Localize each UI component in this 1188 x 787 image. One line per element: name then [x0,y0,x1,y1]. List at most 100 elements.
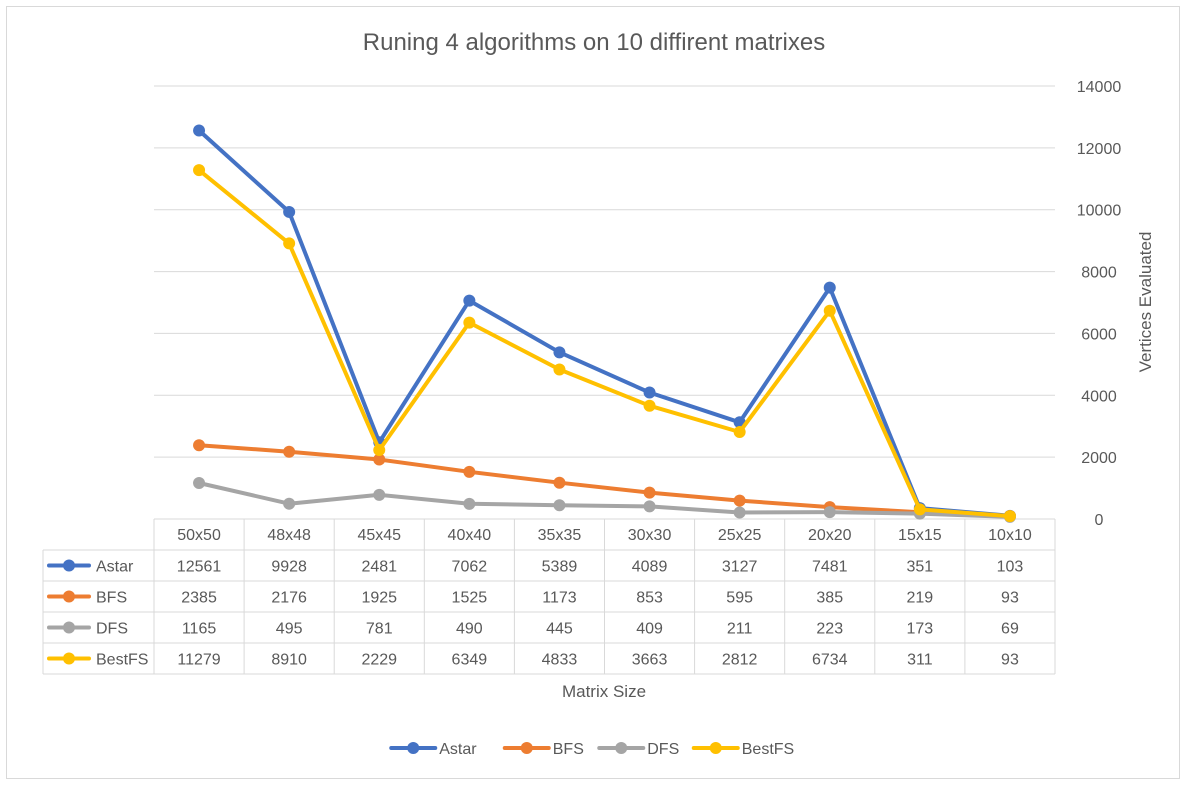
data-point-bfs [643,486,656,499]
legend-label: DFS [647,741,679,758]
data-point-bestfs [1003,510,1016,523]
table-cell: 211 [727,621,753,638]
y-tick-label: 10000 [1077,203,1122,220]
table-cell: 3127 [722,559,758,576]
table-cell: 4833 [542,652,578,669]
y-tick-label: 12000 [1077,141,1122,158]
table-cell: 93 [1001,652,1019,669]
data-point-dfs [643,500,656,513]
table-legend-key-marker [63,590,75,603]
table-cell: 12561 [177,559,222,576]
series-line-dfs [197,481,1012,519]
x-tick-label: 50x50 [177,527,221,544]
data-point-astar [643,386,656,399]
table-cell: 69 [1001,621,1019,638]
data-point-astar [193,124,206,137]
data-point-bestfs [733,426,746,439]
data-point-dfs [553,499,566,512]
data-point-bfs [373,453,386,466]
data-point-bestfs [823,304,836,317]
data-point-dfs [823,506,836,519]
table-cell: 1173 [542,590,577,607]
y-tick-label: 6000 [1081,326,1117,343]
table-cell: 173 [906,621,933,638]
x-tick-label: 25x25 [718,527,762,544]
data-point-bestfs [463,316,476,329]
table-legend-key-marker [63,621,75,634]
data-table: 50x50 48x48 45x45 40x40 35x35 30x30 25x25 20x20… [42,518,1056,675]
data-point-bestfs [913,503,926,516]
series-lines [193,124,1016,523]
x-tick-label: 15x15 [898,527,942,544]
x-tick-label: 40x40 [448,527,492,544]
data-point-astar [463,294,476,307]
gridlines [154,85,1055,458]
table-legend-key-marker [63,559,75,572]
x-tick-label: 20x20 [808,527,852,544]
y-tick-label: 0 [1095,512,1104,529]
table-cell: 9928 [271,559,307,576]
legend-key-marker [520,742,533,754]
legend-label: BestFS [742,741,794,758]
data-point-bfs [463,465,476,478]
x-tick-label: 35x35 [538,527,582,544]
legend-key-marker [407,742,420,754]
table-cell: 385 [816,590,843,607]
data-point-dfs [733,506,746,519]
data-point-bfs [553,476,566,489]
data-point-astar [823,281,836,294]
data-point-bestfs [193,164,206,177]
table-cell: 4089 [632,559,668,576]
series-line-bfs [197,443,1012,519]
table-cell: 2385 [181,590,217,607]
chart-title: Runing 4 algorithms on 10 diffirent matr… [363,29,825,56]
x-tick-label: 45x45 [357,527,401,544]
table-cell: 1925 [361,590,397,607]
table-cell: 1525 [452,590,488,607]
table-cell: 595 [726,590,753,607]
table-cell: 7062 [452,559,488,576]
table-series-label: DFS [96,621,128,638]
data-point-bestfs [373,444,386,457]
y-tick-label: 4000 [1081,388,1117,405]
data-point-dfs [193,476,206,489]
y-tick-label: 2000 [1081,450,1117,467]
table-cell: 223 [816,621,843,638]
table-cell: 781 [366,621,393,638]
series-line-bestfs [197,168,1012,519]
y-tick-label: 14000 [1077,79,1122,96]
legend-key-marker [615,742,628,754]
table-cell: 93 [1001,590,1019,607]
table-series-label: BFS [96,590,127,607]
legend-key-marker [709,742,722,754]
table-cell: 6734 [812,652,848,669]
table-cell: 311 [907,652,933,669]
y-tick-label: 8000 [1081,265,1117,282]
table-cell: 5389 [542,559,578,576]
table-cell: 490 [456,621,483,638]
legend-label: BFS [553,741,584,758]
data-point-astar [553,346,566,359]
table-cell: 7481 [812,559,848,576]
table-cell: 1165 [182,621,217,638]
table-cell: 409 [636,621,663,638]
table-cell: 853 [636,590,663,607]
table-cell: 2229 [361,652,397,669]
table-series-label: Astar [96,559,134,576]
table-cell: 103 [997,559,1024,576]
data-point-bestfs [643,399,656,412]
table-cell: 8910 [271,652,307,669]
data-point-astar [283,205,296,218]
y-axis-label: Vertices Evaluated [1136,232,1155,373]
table-legend-key-marker [63,652,75,665]
table-cell: 6349 [452,652,488,669]
data-point-bestfs [553,363,566,376]
series-line-astar [197,128,1012,518]
x-tick-label: 48x48 [267,527,311,544]
table-cell: 2812 [722,652,758,669]
data-point-bfs [733,494,746,507]
table-cell: 495 [276,621,303,638]
table-cell: 11279 [177,652,220,669]
x-tick-label: 30x30 [628,527,672,544]
